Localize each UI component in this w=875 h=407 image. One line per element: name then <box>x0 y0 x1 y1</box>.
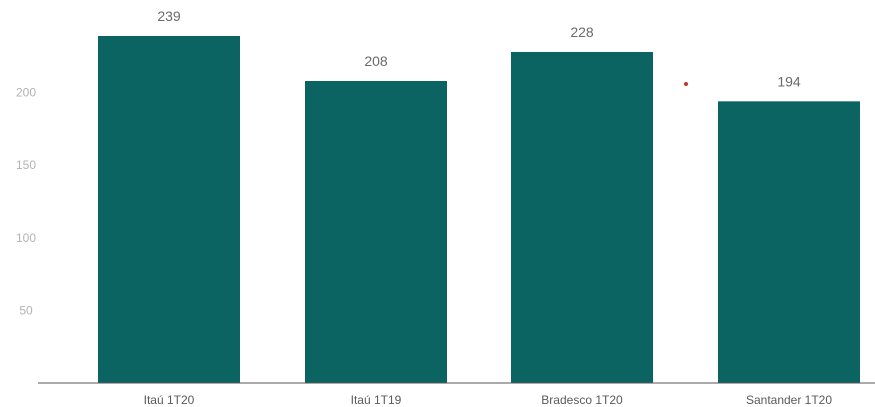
x-tick-label: Santander 1T20 <box>746 393 832 407</box>
x-tick-label: Itaú 1T19 <box>351 393 402 407</box>
y-axis-ticks: 50 100 150 200 <box>16 86 36 318</box>
x-tick-label: Bradesco 1T20 <box>541 393 623 407</box>
bar-4 <box>718 101 860 384</box>
x-axis-labels: Itaú 1T20 Itaú 1T19 Bradesco 1T20 Santander… <box>144 393 833 407</box>
y-tick-label: 150 <box>16 158 36 172</box>
bars <box>98 36 860 384</box>
y-tick-label: 100 <box>16 231 36 245</box>
bar-1 <box>98 36 240 383</box>
y-tick-label: 200 <box>16 86 36 100</box>
bar-value-label: 239 <box>157 8 181 24</box>
annotation-dot <box>684 82 688 86</box>
bar-value-label: 194 <box>777 73 801 89</box>
y-tick-label: 50 <box>19 303 33 317</box>
bar-value-label: 228 <box>570 24 594 40</box>
bar-3 <box>511 51 653 384</box>
x-tick-label: Itaú 1T20 <box>144 393 195 407</box>
data-labels: 239 208 228 194 <box>157 8 801 89</box>
bar-value-label: 208 <box>364 53 388 69</box>
bar-2 <box>305 81 447 384</box>
